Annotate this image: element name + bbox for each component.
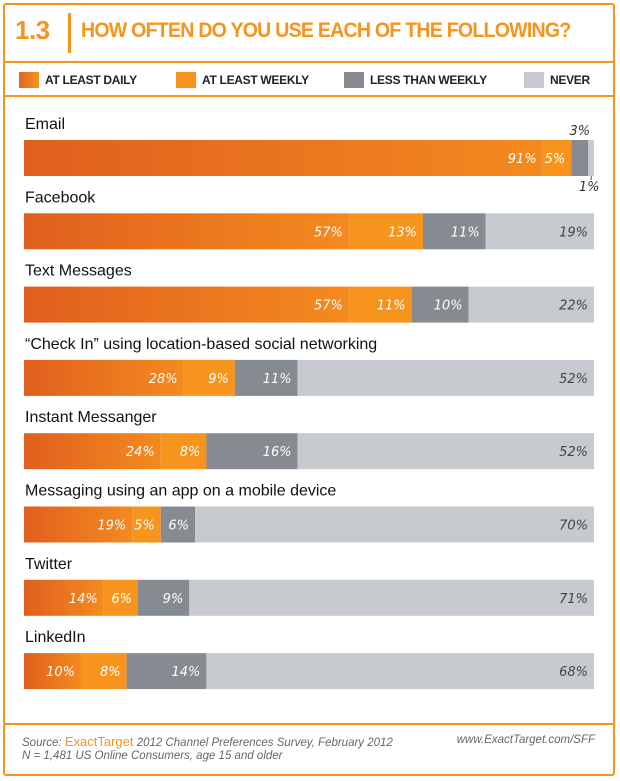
legend-swatch-never [524, 72, 544, 88]
source-url: www.ExactTarget.com/SFF [456, 734, 595, 746]
bar-segment-weekly [160, 433, 207, 470]
bar-segment-daily [24, 359, 184, 396]
value-label-weekly: 5% [134, 519, 155, 534]
category-label: Instant Messanger [25, 409, 157, 426]
value-label-less-weekly: 11% [263, 372, 292, 387]
value-label-weekly: 6% [111, 592, 132, 607]
legend-swatch-daily [19, 72, 39, 88]
value-label-daily: 57% [314, 225, 343, 240]
bar-segment-daily [24, 140, 543, 176]
bar-segment-daily [24, 213, 349, 250]
value-label-less-weekly: 10% [434, 299, 463, 314]
source-brand-logo: ExactTarget [64, 734, 134, 749]
value-label-daily: 57% [314, 299, 343, 314]
legend-label-never: NEVER [550, 73, 590, 87]
legend-label-weekly: AT LEAST WEEKLY [202, 73, 309, 87]
bar-segment-daily [24, 286, 349, 323]
value-label-weekly: 13% [388, 225, 417, 240]
legend-swatch-less-weekly [344, 72, 364, 88]
bar-segment-less-weekly [423, 213, 486, 250]
value-label-weekly: 11% [377, 299, 406, 314]
value-label-weekly: 8% [100, 665, 121, 680]
bar-segment-weekly [542, 140, 572, 176]
value-label-weekly: 5% [545, 152, 566, 167]
category-label: Twitter [25, 556, 73, 573]
source-text: 2012 Channel Preferences Survey, Februar… [136, 737, 393, 749]
category-label: LinkedIn [25, 629, 86, 646]
category-label: Text Messages [25, 263, 132, 280]
bar-segment-never [297, 433, 594, 470]
value-label-less-weekly: 3% [569, 124, 590, 139]
header-divider [68, 13, 71, 53]
value-label-weekly: 9% [208, 372, 229, 387]
value-label-never: 68% [559, 665, 588, 680]
figure-header: 1.3 HOW OFTEN DO YOU USE EACH OF THE FOL… [5, 5, 613, 59]
value-label-never: 52% [559, 372, 588, 387]
bar-segment-less-weekly [206, 433, 298, 470]
value-label-less-weekly: 9% [163, 592, 184, 607]
source-prefix: Source: [22, 737, 62, 749]
bar-segment-daily [24, 433, 161, 470]
bar-segment-weekly [103, 579, 138, 616]
value-label-daily: 91% [508, 152, 537, 167]
value-label-daily: 19% [97, 519, 126, 534]
bar-segment-less-weekly [571, 140, 589, 176]
value-label-never: 52% [559, 445, 588, 460]
bar-segment-never [195, 506, 594, 543]
value-label-less-weekly: 11% [451, 225, 480, 240]
sample-note: N = 1,481 US Online Consumers, age 15 an… [22, 750, 283, 762]
value-label-never: 22% [559, 299, 588, 314]
value-label-never: 71% [559, 592, 588, 607]
bar-segment-daily [24, 653, 81, 690]
bar-segment-daily [24, 506, 133, 543]
value-label-less-weekly: 6% [168, 519, 189, 534]
bar-segment-never [206, 653, 594, 690]
bar-segment-never [189, 579, 595, 616]
bar-segment-daily [24, 579, 104, 616]
bar-segment-less-weekly [126, 653, 207, 690]
value-label-less-weekly: 16% [263, 445, 292, 460]
value-label-daily: 28% [149, 372, 178, 387]
category-label: “Check In” using location-based social n… [25, 336, 377, 353]
bar-segment-less-weekly [160, 506, 195, 543]
value-label-less-weekly: 14% [171, 665, 200, 680]
bar-segment-weekly [81, 653, 127, 690]
bar-segment-never [468, 286, 594, 323]
value-label-never: 19% [559, 225, 588, 240]
legend-swatch-weekly [176, 72, 196, 88]
bar-segment-never [485, 213, 594, 250]
chart-legend: AT LEAST DAILY AT LEAST WEEKLY LESS THAN… [5, 61, 613, 97]
bar-segment-weekly [183, 359, 235, 396]
category-label: Facebook [25, 189, 96, 206]
bar-segment-weekly [348, 213, 423, 250]
value-label-daily: 24% [126, 445, 155, 460]
value-label-daily: 14% [69, 592, 98, 607]
bar-segment-never [297, 359, 594, 396]
figure-footer: Source: ExactTarget 2012 Channel Prefere… [5, 723, 613, 776]
bar-segment-weekly [348, 286, 412, 323]
legend-label-daily: AT LEAST DAILY [45, 73, 137, 87]
figure-title: HOW OFTEN DO YOU USE EACH OF THE FOLLOWI… [81, 19, 571, 42]
legend-label-less-weekly: LESS THAN WEEKLY [370, 73, 487, 87]
value-label-weekly: 8% [180, 445, 201, 460]
bar-segment-less-weekly [138, 579, 190, 616]
category-label: Messaging using an app on a mobile devic… [25, 483, 336, 500]
value-label-never: 1% [579, 180, 600, 195]
figure-number: 1.3 [15, 15, 50, 45]
value-label-never: 70% [559, 519, 588, 534]
bar-segment-less-weekly [234, 359, 298, 396]
figure-frame: 1.3 HOW OFTEN DO YOU USE EACH OF THE FOL… [3, 3, 615, 776]
bar-segment-never [588, 140, 594, 176]
bar-segment-weekly [132, 506, 161, 543]
source-line: Source: ExactTarget 2012 Channel Prefere… [22, 734, 393, 749]
category-label: Email [25, 116, 65, 133]
value-label-daily: 10% [46, 665, 75, 680]
bar-segment-less-weekly [411, 286, 469, 323]
